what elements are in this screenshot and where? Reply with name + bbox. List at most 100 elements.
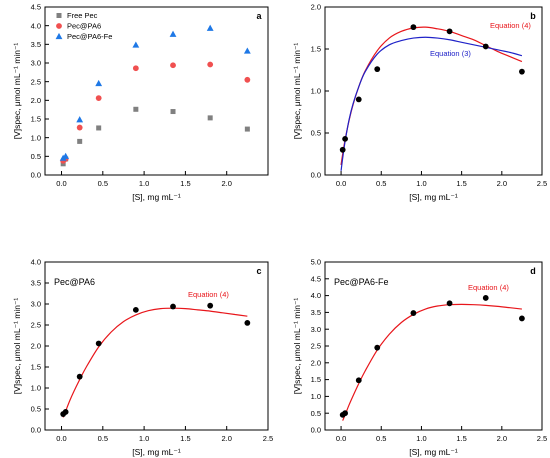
y-tick-label: 2.5 xyxy=(311,342,321,351)
y-tick-label: 1.5 xyxy=(31,363,41,372)
data-point xyxy=(206,24,214,31)
panel-title: Pec@PA6 xyxy=(54,277,95,287)
legend-marker xyxy=(56,23,62,29)
data-point xyxy=(95,95,102,101)
x-tick-label: 1.0 xyxy=(416,434,426,443)
y-tick-label: 2.0 xyxy=(31,342,41,351)
y-tick-label: 0.5 xyxy=(31,152,41,161)
y-tick-label: 4.0 xyxy=(31,21,41,30)
fit-curve xyxy=(62,307,248,418)
panel-letter: a xyxy=(256,11,262,21)
x-tick-label: 0.5 xyxy=(98,434,108,443)
data-point xyxy=(62,409,69,415)
panel-c: 0.0 0.5 1.0 1.5 2.0 2.5 0.0 0.5 1.0 1.5 2.0 2.5 3.0 3… xyxy=(12,258,273,457)
data-point xyxy=(76,373,83,380)
fit-curve xyxy=(342,303,522,421)
curve-label: Equation (4) xyxy=(468,283,509,292)
data-point xyxy=(355,377,362,384)
x-tick-label: 0.0 xyxy=(336,179,346,188)
x-tick-label: 0.0 xyxy=(56,434,66,443)
data-point xyxy=(410,310,417,316)
data-point xyxy=(207,61,214,68)
data-point xyxy=(243,47,251,54)
x-tick-label: 2.0 xyxy=(221,434,231,443)
data-point xyxy=(446,300,453,307)
x-tick-label: 2.0 xyxy=(497,434,507,443)
y-tick-label: 2.0 xyxy=(311,3,321,12)
x-axis-label: [S], mg mL⁻¹ xyxy=(409,192,458,202)
y-tick-label: 1.0 xyxy=(31,384,41,393)
x-tick-label: 2.5 xyxy=(263,434,273,443)
y-tick-label: 0.0 xyxy=(31,426,41,435)
data-point xyxy=(132,41,140,48)
panel-title: Pec@PA6-Fe xyxy=(334,277,389,287)
panel-letter: c xyxy=(256,266,261,276)
y-tick-label: 0.0 xyxy=(311,171,321,180)
y-tick-label: 3.0 xyxy=(311,325,321,334)
data-point xyxy=(374,344,381,351)
y-tick-label: 1.5 xyxy=(311,375,321,384)
x-tick-label: 0.5 xyxy=(376,179,386,188)
data-point xyxy=(170,62,176,69)
x-tick-label: 2.5 xyxy=(537,434,547,443)
y-tick-label: 1.0 xyxy=(311,87,321,96)
data-point xyxy=(170,109,176,115)
x-tick-label: 1.5 xyxy=(456,434,466,443)
data-point xyxy=(244,76,251,83)
y-tick-label: 4.0 xyxy=(311,291,321,300)
curve-label: Equation (4) xyxy=(188,290,229,299)
y-tick-label: 3.5 xyxy=(31,279,41,288)
y-tick-label: 2.0 xyxy=(311,358,321,367)
data-point xyxy=(169,30,177,37)
curve-label: Equation (4) xyxy=(490,21,531,30)
legend-label: Pec@PA6-Fe xyxy=(67,32,112,41)
y-tick-label: 5.0 xyxy=(311,258,321,267)
legend-label: Free Pec xyxy=(67,11,98,20)
legend-marker xyxy=(55,32,63,40)
data-point xyxy=(355,96,362,103)
x-tick-label: 1.0 xyxy=(139,179,149,188)
y-tick-label: 2.5 xyxy=(31,321,41,330)
y-tick-label: 3.0 xyxy=(31,59,41,68)
y-tick-label: 0.5 xyxy=(31,405,41,414)
data-point xyxy=(339,146,346,153)
x-tick-label: 2.0 xyxy=(221,179,231,188)
data-point xyxy=(342,135,348,142)
y-tick-label: 0.5 xyxy=(311,409,321,418)
y-tick-label: 1.5 xyxy=(311,45,321,54)
data-point xyxy=(342,410,348,417)
y-tick-label: 4.5 xyxy=(31,3,41,12)
data-point xyxy=(482,295,489,301)
data-point xyxy=(410,24,417,31)
data-point xyxy=(60,161,66,167)
x-tick-label: 1.5 xyxy=(456,179,466,188)
x-tick-label: 0.0 xyxy=(336,434,346,443)
curve-label: Equation (3) xyxy=(430,49,471,58)
x-tick-label: 2.5 xyxy=(537,179,547,188)
x-axis-label: [S], mg mL⁻¹ xyxy=(132,192,181,202)
y-tick-label: 3.0 xyxy=(31,300,41,309)
data-point xyxy=(519,68,525,75)
y-tick-label: 1.0 xyxy=(31,133,41,142)
plot-frame xyxy=(324,261,543,431)
panel-letter: b xyxy=(530,11,536,21)
legend-label: Pec@PA6 xyxy=(67,22,101,31)
y-tick-label: 1.0 xyxy=(311,392,321,401)
y-axis-label: [V]spec, μmol mL⁻¹ min⁻¹ xyxy=(12,298,22,395)
panel-a: 0.0 0.5 1.0 1.5 2.0 0.0 0.5 1.0 1.5 2.0 2.5 3.0 3.5 4… xyxy=(12,3,269,202)
data-point xyxy=(482,43,489,50)
x-tick-label: 1.0 xyxy=(416,179,426,188)
y-tick-label: 0.5 xyxy=(311,129,321,138)
y-axis-label: [V]spec, μmol mL⁻¹ min⁻¹ xyxy=(12,43,22,140)
panel-b: 0.0 0.5 1.0 1.5 2.0 2.5 0.0 0.5 1.0 1.5 2.0 [S], mg… xyxy=(292,3,547,202)
plot-frame xyxy=(44,261,269,431)
x-tick-label: 1.0 xyxy=(139,434,149,443)
panel-letter: d xyxy=(530,266,536,276)
y-tick-label: 0.0 xyxy=(31,171,41,180)
data-point xyxy=(244,126,250,132)
x-tick-label: 0.5 xyxy=(98,179,108,188)
y-axis-label: [V]spec, μmol mL⁻¹ min⁻¹ xyxy=(292,298,302,395)
x-tick-label: 1.5 xyxy=(180,179,190,188)
